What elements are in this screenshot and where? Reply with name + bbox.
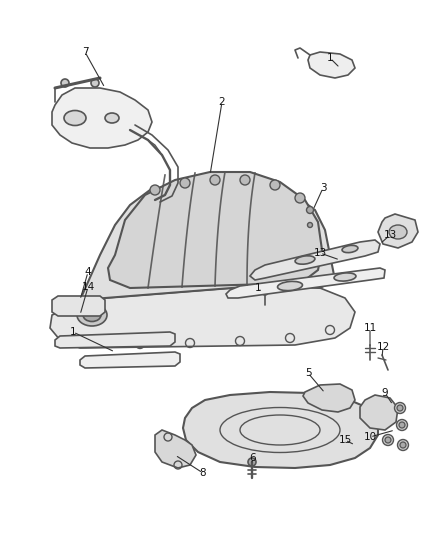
Polygon shape (378, 214, 418, 248)
Circle shape (399, 422, 405, 428)
Circle shape (382, 434, 393, 446)
Polygon shape (183, 392, 378, 468)
Circle shape (295, 193, 305, 203)
Polygon shape (50, 285, 355, 348)
Text: 10: 10 (364, 432, 377, 442)
Text: 2: 2 (219, 97, 225, 107)
Polygon shape (303, 384, 355, 412)
Ellipse shape (77, 304, 107, 326)
Text: 1: 1 (254, 283, 261, 293)
Polygon shape (80, 178, 335, 300)
Ellipse shape (64, 110, 86, 125)
Text: 1: 1 (70, 327, 76, 337)
Ellipse shape (342, 245, 358, 253)
Text: 8: 8 (200, 468, 206, 478)
Circle shape (307, 222, 312, 228)
Text: 14: 14 (81, 282, 95, 292)
Circle shape (270, 180, 280, 190)
Circle shape (398, 440, 409, 450)
Text: 7: 7 (82, 47, 88, 57)
Circle shape (91, 79, 99, 87)
Polygon shape (226, 268, 385, 298)
Circle shape (400, 442, 406, 448)
Polygon shape (360, 395, 398, 430)
Polygon shape (52, 88, 152, 148)
Text: 1: 1 (327, 53, 333, 63)
Ellipse shape (334, 273, 356, 281)
Polygon shape (250, 240, 380, 280)
Text: 15: 15 (339, 435, 352, 445)
Circle shape (395, 402, 406, 414)
Circle shape (180, 178, 190, 188)
Circle shape (61, 79, 69, 87)
Polygon shape (52, 296, 105, 316)
Text: 9: 9 (381, 388, 389, 398)
Text: 12: 12 (376, 342, 390, 352)
Circle shape (307, 206, 314, 214)
Text: 13: 13 (313, 248, 327, 258)
Ellipse shape (83, 309, 101, 321)
Text: 4: 4 (85, 267, 91, 277)
Polygon shape (308, 52, 355, 78)
Text: 13: 13 (383, 230, 397, 240)
Polygon shape (155, 430, 196, 468)
Polygon shape (108, 172, 322, 288)
Text: 5: 5 (305, 368, 311, 378)
Circle shape (262, 289, 268, 295)
Ellipse shape (295, 256, 315, 264)
Polygon shape (55, 332, 175, 348)
Circle shape (210, 175, 220, 185)
Circle shape (248, 458, 256, 466)
Circle shape (396, 419, 407, 431)
Ellipse shape (278, 281, 303, 290)
Text: 11: 11 (364, 323, 377, 333)
Circle shape (150, 185, 160, 195)
Text: 3: 3 (320, 183, 326, 193)
Ellipse shape (105, 113, 119, 123)
Circle shape (397, 405, 403, 411)
Ellipse shape (389, 225, 407, 239)
Circle shape (385, 437, 391, 443)
Polygon shape (80, 352, 180, 368)
Text: 6: 6 (250, 453, 256, 463)
Circle shape (240, 175, 250, 185)
